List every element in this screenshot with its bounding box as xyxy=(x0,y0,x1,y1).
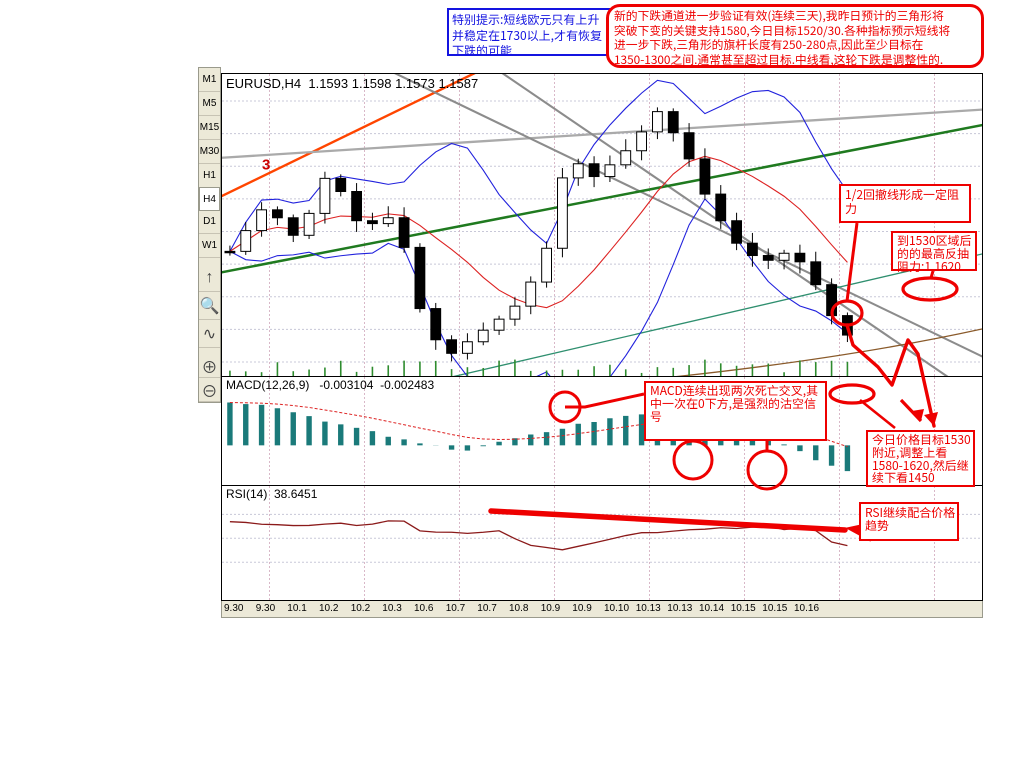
svg-text:3: 3 xyxy=(262,157,270,174)
